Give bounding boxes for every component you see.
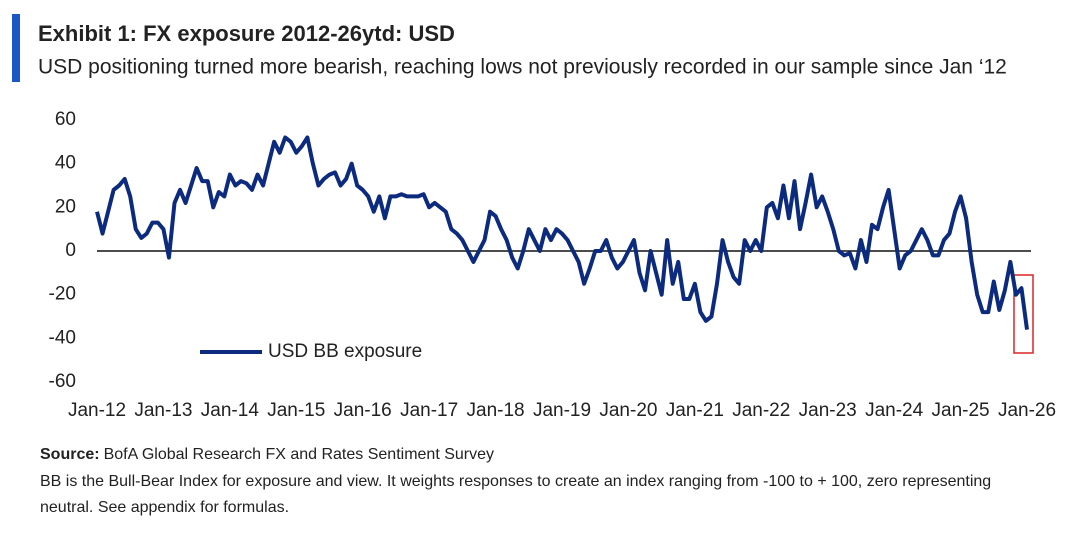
x-tick-label: Jan-18: [467, 400, 525, 421]
highlight-box: [1013, 274, 1034, 354]
x-tick-label: Jan-22: [732, 400, 790, 421]
x-tick-label: Jan-16: [334, 400, 392, 421]
accent-bar: [12, 14, 20, 82]
x-tick-label: Jan-12: [68, 400, 126, 421]
x-tick-label: Jan-21: [666, 400, 724, 421]
note-line: BB is the Bull-Bear Index for exposure a…: [40, 473, 991, 490]
y-tick-label: -40: [49, 327, 76, 348]
x-tick-label: Jan-19: [533, 400, 591, 421]
series-line: [95, 135, 1029, 330]
x-tick-label: Jan-13: [134, 400, 192, 421]
note-line: neutral. See appendix for formulas.: [40, 499, 289, 516]
x-tick-label: Jan-26: [998, 400, 1056, 421]
y-tick-label: 60: [55, 109, 76, 130]
x-tick-label: Jan-15: [267, 400, 325, 421]
source-label: Source:: [40, 446, 100, 463]
x-tick-label: Jan-25: [932, 400, 990, 421]
x-tick-label: Jan-14: [201, 400, 260, 421]
y-tick-label: 40: [55, 153, 76, 174]
y-tick-label: -20: [49, 284, 76, 305]
source-text: BofA Global Research FX and Rates Sentim…: [104, 446, 494, 463]
x-tick-label: Jan-20: [599, 400, 657, 421]
y-tick-label: 0: [65, 240, 76, 261]
y-tick-label: 20: [55, 196, 76, 217]
source: Source: BofA Global Research FX and Rates…: [40, 446, 494, 463]
x-tick-label: Jan-24: [865, 400, 924, 421]
x-tick-label: Jan-23: [799, 400, 857, 421]
x-tick-label: Jan-17: [400, 400, 458, 421]
legend-label: USD BB exposure: [268, 341, 422, 362]
y-tick-label: -60: [49, 371, 76, 392]
chart-subtitle: USD positioning turned more bearish, rea…: [38, 56, 1007, 79]
chart-title: Exhibit 1: FX exposure 2012-26ytd: USD: [38, 21, 455, 46]
